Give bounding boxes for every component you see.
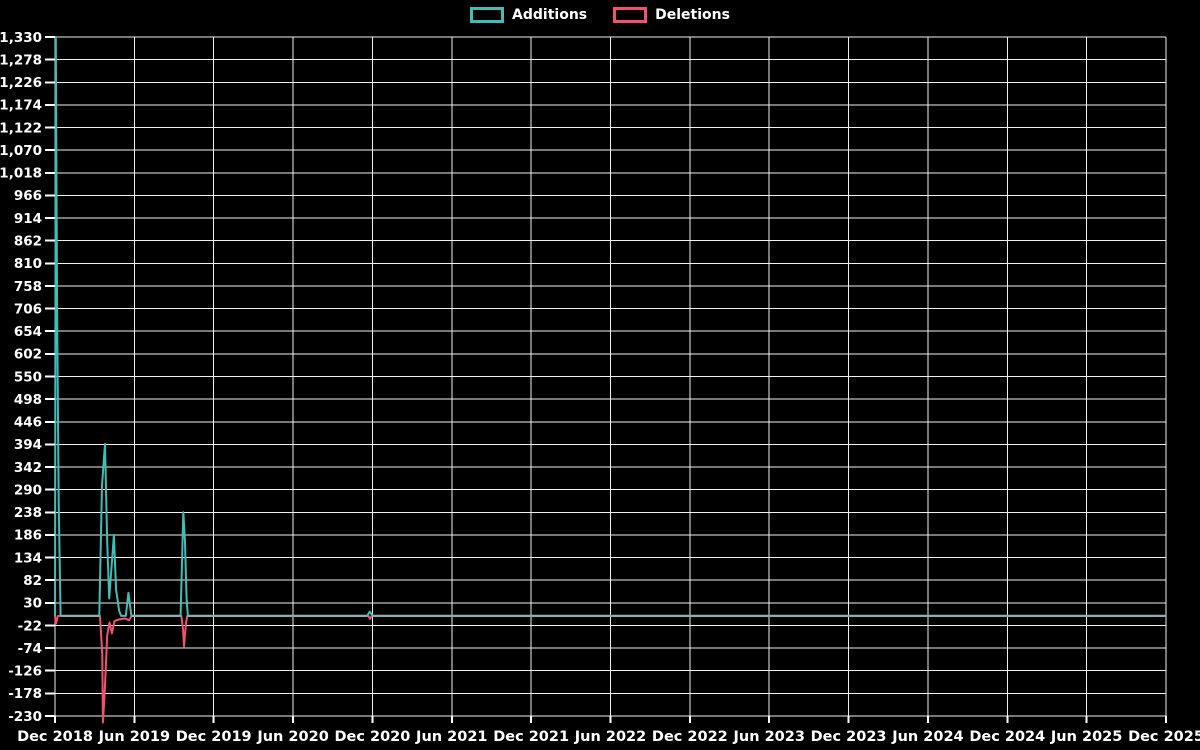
svg-text:186: 186 [14,528,42,544]
legend-item-deletions: Deletions [613,7,730,23]
svg-text:238: 238 [14,505,42,521]
svg-text:82: 82 [23,573,42,589]
svg-text:-22: -22 [18,618,42,634]
svg-text:1,174: 1,174 [0,98,42,114]
svg-text:Jun 2024: Jun 2024 [891,729,963,745]
svg-text:30: 30 [23,596,42,612]
svg-text:-126: -126 [8,664,42,680]
svg-text:1,226: 1,226 [0,75,42,91]
svg-text:Jun 2022: Jun 2022 [574,729,646,745]
svg-text:394: 394 [14,437,42,453]
svg-text:1,122: 1,122 [0,120,42,136]
svg-text:1,330: 1,330 [0,30,42,46]
svg-text:1,018: 1,018 [0,166,42,182]
svg-text:Dec 2023: Dec 2023 [811,729,887,745]
svg-text:Dec 2024: Dec 2024 [969,729,1045,745]
svg-text:Dec 2019: Dec 2019 [176,729,252,745]
svg-text:Jun 2023: Jun 2023 [732,729,804,745]
svg-text:914: 914 [14,211,42,227]
chart-legend: Additions Deletions [0,7,1200,23]
svg-text:810: 810 [14,256,42,272]
svg-text:Dec 2018: Dec 2018 [17,729,93,745]
svg-text:-74: -74 [18,641,42,657]
svg-text:Dec 2022: Dec 2022 [652,729,728,745]
additions-swatch [470,7,505,23]
svg-text:550: 550 [14,369,42,385]
svg-text:862: 862 [14,234,42,250]
legend-label-additions: Additions [512,7,588,23]
svg-text:966: 966 [14,188,42,204]
svg-text:Jun 2021: Jun 2021 [415,729,487,745]
svg-text:602: 602 [14,347,42,363]
svg-text:Jun 2020: Jun 2020 [256,729,328,745]
svg-text:-230: -230 [8,709,42,725]
svg-text:-178: -178 [8,686,42,702]
svg-text:Dec 2021: Dec 2021 [493,729,569,745]
svg-text:498: 498 [14,392,42,408]
svg-text:290: 290 [14,482,42,498]
svg-text:Jun 2019: Jun 2019 [98,729,170,745]
svg-text:654: 654 [14,324,42,340]
svg-text:706: 706 [14,301,42,317]
svg-text:1,070: 1,070 [0,143,42,159]
legend-item-additions: Additions [470,7,587,23]
svg-text:Jun 2025: Jun 2025 [1050,729,1122,745]
deletions-swatch [613,7,648,23]
svg-text:446: 446 [14,415,42,431]
svg-text:342: 342 [14,460,42,476]
svg-text:1,278: 1,278 [0,52,42,68]
legend-label-deletions: Deletions [655,7,730,23]
svg-text:Dec 2025: Dec 2025 [1128,729,1200,745]
svg-text:134: 134 [14,550,42,566]
svg-text:Dec 2020: Dec 2020 [334,729,410,745]
svg-text:758: 758 [14,279,42,295]
